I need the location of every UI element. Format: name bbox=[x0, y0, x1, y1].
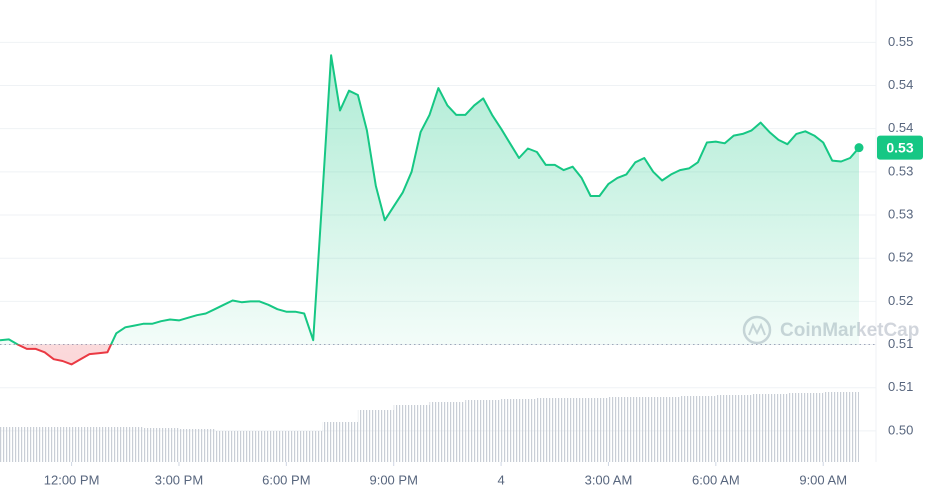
volume-bar bbox=[787, 393, 824, 462]
volume-bar bbox=[0, 427, 36, 462]
y-tick-label: 0.52 bbox=[888, 250, 913, 265]
x-tick-label: 3:00 AM bbox=[585, 472, 633, 487]
x-tick-label: 3:00 PM bbox=[155, 472, 203, 487]
volume-bar bbox=[178, 429, 215, 462]
y-tick-label: 0.50 bbox=[888, 422, 913, 437]
volume-bar bbox=[214, 431, 251, 462]
volume-bar bbox=[715, 395, 752, 462]
volume-bar bbox=[465, 400, 502, 462]
price-badge-label: 0.53 bbox=[886, 139, 913, 155]
y-tick-label: 0.53 bbox=[888, 163, 913, 178]
volume-bar bbox=[751, 394, 788, 462]
y-tick-label: 0.51 bbox=[888, 379, 913, 394]
y-tick-label: 0.54 bbox=[888, 77, 913, 92]
volume-bar bbox=[143, 428, 179, 462]
volume-bar bbox=[608, 397, 645, 462]
volume-bar bbox=[35, 427, 72, 462]
x-tick-label: 9:00 PM bbox=[369, 472, 417, 487]
volume-bar bbox=[357, 410, 394, 462]
y-tick-label: 0.52 bbox=[888, 293, 913, 308]
last-point bbox=[854, 143, 864, 153]
y-tick-label: 0.51 bbox=[888, 336, 913, 351]
price-area-down bbox=[17, 344, 112, 365]
x-tick-label: 12:00 PM bbox=[44, 472, 100, 487]
volume-bar bbox=[501, 399, 537, 462]
volume-bar bbox=[71, 427, 108, 462]
x-tick-label: 9:00 AM bbox=[799, 472, 847, 487]
volume-bar bbox=[107, 427, 144, 462]
y-tick-label: 0.55 bbox=[888, 34, 913, 49]
volume-bar bbox=[286, 431, 323, 462]
volume-bar bbox=[644, 397, 681, 462]
volume-bar bbox=[393, 405, 430, 462]
volume-bar bbox=[429, 402, 466, 462]
x-tick-label: 6:00 PM bbox=[262, 472, 310, 487]
y-tick-label: 0.53 bbox=[888, 206, 913, 221]
price-line-up bbox=[0, 54, 860, 345]
volume-bar bbox=[250, 431, 287, 462]
price-area-up bbox=[0, 55, 859, 345]
volume-bar bbox=[680, 396, 716, 462]
volume-bar bbox=[536, 398, 573, 462]
volume-bar bbox=[823, 392, 859, 462]
volume-bar bbox=[322, 422, 358, 462]
x-tick-label: 4 bbox=[497, 472, 504, 487]
price-badge bbox=[877, 135, 923, 160]
x-tick-label: 6:00 AM bbox=[692, 472, 740, 487]
y-tick-label: 0.54 bbox=[888, 120, 913, 135]
volume-bar bbox=[572, 398, 609, 462]
